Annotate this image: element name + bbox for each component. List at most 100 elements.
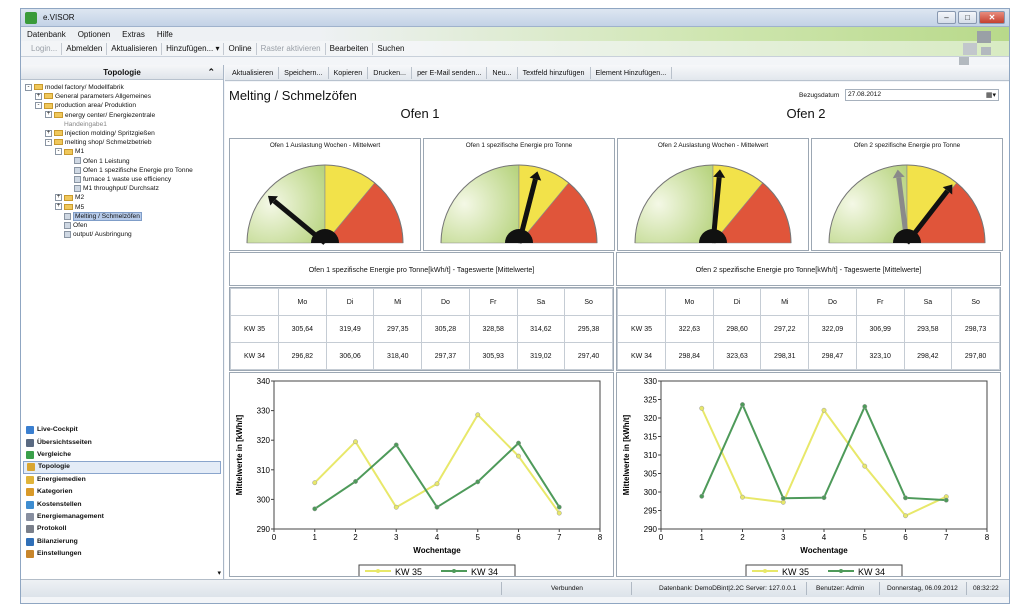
collapse-node-icon[interactable]: - xyxy=(25,83,32,91)
table2-panel: Mo Di Mi Do Fr Sa So KW 35 322,63 298,60 297,22 322… xyxy=(616,287,1001,371)
nav-item-kostenstellen[interactable]: Kostenstellen xyxy=(23,498,221,510)
toolbar-login-button[interactable]: Login... xyxy=(27,42,63,55)
scroll-down-icon[interactable]: ▾ xyxy=(217,570,221,577)
collapse-node-icon[interactable]: - xyxy=(35,102,42,110)
expand-icon[interactable]: + xyxy=(35,92,42,100)
expand-icon[interactable]: + xyxy=(55,203,62,211)
y-tick-label: 310 xyxy=(644,451,658,460)
x-tick-label: 6 xyxy=(516,533,521,542)
menu-datenbank[interactable]: Datenbank xyxy=(27,29,66,39)
nav-item-label: Bilanzierung xyxy=(37,537,78,545)
table-cell: 318,40 xyxy=(373,342,423,370)
toolbar-raster-aktivieren-button[interactable]: Raster aktivieren xyxy=(257,42,326,55)
toolbar-hinzuf-gen-button[interactable]: Hinzufügen... ▾ xyxy=(162,42,225,55)
tree-node[interactable]: - melting shop/ Schmelzbetrieb xyxy=(45,138,152,147)
data-point xyxy=(475,412,481,418)
y-tick-label: 305 xyxy=(644,470,658,479)
collapse-icon[interactable]: ⌃ xyxy=(207,67,215,77)
data-point xyxy=(862,404,868,409)
tree-node[interactable]: output/ Ausbringung xyxy=(55,230,132,239)
status-connection: Verbunden xyxy=(551,585,583,592)
tree-node[interactable]: Handeingabe1 xyxy=(55,120,107,129)
tree-node[interactable]: - production area/ Produktion xyxy=(35,101,136,110)
action-neu-button[interactable]: Neu... xyxy=(487,66,518,79)
gauge-title: Ofen 1 spezifische Energie pro Tonne xyxy=(465,142,573,149)
data-point xyxy=(780,499,786,505)
tree-node-label: furnace 1 waste use efficiency xyxy=(83,176,172,183)
tree-node[interactable]: - M1 xyxy=(55,147,84,156)
tree-node[interactable]: Ofen 1 spezifische Energie pro Tonne xyxy=(65,166,193,175)
expand-icon[interactable]: + xyxy=(55,194,62,202)
gauge-panel: Ofen 2 Auslastung Wochen - Mittelwert xyxy=(617,138,809,251)
table1-title-panel: Ofen 1 spezifische Energie pro Tonne[kWh… xyxy=(229,252,614,286)
data-point xyxy=(312,506,318,512)
menu-extras[interactable]: Extras xyxy=(122,29,145,39)
ref-date-input[interactable]: 27.08.2012 ▦▾ xyxy=(845,89,999,101)
table-cell: 297,40 xyxy=(564,342,613,370)
nav-item-vergleiche[interactable]: Vergleiche xyxy=(23,449,221,461)
tree-node[interactable]: + energy center/ Energiezentrale xyxy=(45,111,155,120)
y-tick-label: 315 xyxy=(644,433,658,442)
table-header-mo: Mo xyxy=(278,288,327,316)
folder-icon xyxy=(44,93,53,100)
toolbar-aktualisieren-button[interactable]: Aktualisieren xyxy=(107,42,163,55)
nav-item-label: Einstellungen xyxy=(37,550,82,558)
table-header-fr: Fr xyxy=(855,288,905,316)
nav-item-bersichtsseiten[interactable]: Übersichtsseiten xyxy=(23,436,221,448)
action-element-hinzuf-gen-button[interactable]: Element Hinzufügen... xyxy=(591,66,673,79)
x-tick-label: 5 xyxy=(863,533,868,542)
tree-node[interactable]: + General parameters Allgemeines xyxy=(35,92,151,101)
data-point xyxy=(780,495,786,501)
nav-item-bilanzierung[interactable]: Bilanzierung xyxy=(23,536,221,548)
action-kopieren-button[interactable]: Kopieren xyxy=(329,66,369,79)
status-user: Benutzer: Admin xyxy=(816,585,865,592)
table-cell: 298,73 xyxy=(951,315,1000,343)
action-speichern-button[interactable]: Speichern... xyxy=(279,66,329,79)
calendar-icon[interactable]: ▦▾ xyxy=(985,92,996,99)
minimize-button[interactable]: – xyxy=(937,11,956,24)
data-point xyxy=(821,407,827,413)
toolbar-suchen-button[interactable]: Suchen xyxy=(377,43,405,53)
nav-item-kategorien[interactable]: Kategorien xyxy=(23,486,221,498)
nav-item-protokoll[interactable]: Protokoll xyxy=(23,523,221,535)
tree-node[interactable]: furnace 1 waste use efficiency xyxy=(65,175,171,184)
nav-item-energiemanagement[interactable]: Energiemanagement xyxy=(23,511,221,523)
toolbar-bearbeiten-button[interactable]: Bearbeiten xyxy=(326,42,374,55)
nav-item-energiemedien[interactable]: Energiemedien xyxy=(23,474,221,486)
nav-item-topologie[interactable]: Topologie xyxy=(23,461,221,474)
tree-node[interactable]: - model factory/ Modellfabrik xyxy=(25,83,124,92)
tree-node[interactable]: Ofen 1 Leistung xyxy=(65,157,130,166)
action-drucken-button[interactable]: Drucken... xyxy=(368,66,413,79)
table-corner xyxy=(617,288,666,316)
tree-node[interactable]: M1 throughput/ Durchsatz xyxy=(65,184,159,193)
plot-area xyxy=(273,380,601,530)
line-chart-ofen1: 290 300 310 320 330 340 0 1 2 3 4 5 6 7 8 Wochentage Mit… xyxy=(235,377,603,578)
table2-title: Ofen 2 spezifische Energie pro Tonne[kWh… xyxy=(695,265,922,274)
table-cell: 296,82 xyxy=(278,342,327,370)
action-textfeld-hinzuf-gen-button[interactable]: Textfeld hinzufügen xyxy=(518,66,591,79)
tree-node[interactable]: + injection molding/ Spritzgießen xyxy=(45,129,155,138)
menu-hilfe[interactable]: Hilfe xyxy=(156,29,173,39)
tree-node[interactable]: Melting / Schmelzöfen xyxy=(55,211,142,221)
toolbar-abmelden-button[interactable]: Abmelden xyxy=(62,42,108,55)
app-window: e.VISOR – □ ✕ Datenbank Optionen Extras Hil… xyxy=(20,8,1010,604)
toolbar-online-button[interactable]: Online xyxy=(224,42,257,55)
table-cell: 297,22 xyxy=(760,315,810,343)
tree-node[interactable]: + M5 xyxy=(55,203,84,212)
nav-item-einstellungen[interactable]: Einstellungen xyxy=(23,548,221,560)
action-per-e-mail-senden-button[interactable]: per E-Mail senden... xyxy=(412,66,488,79)
expand-icon[interactable]: + xyxy=(45,129,52,137)
maximize-button[interactable]: □ xyxy=(958,11,977,24)
left-panel-header: Topologie ⌃ xyxy=(21,65,223,80)
nav-item-label: Protokoll xyxy=(37,525,67,533)
menu-optionen[interactable]: Optionen xyxy=(77,29,111,39)
close-button[interactable]: ✕ xyxy=(979,11,1005,24)
nav-item-live-cockpit[interactable]: Live-Cockpit xyxy=(23,424,221,436)
collapse-node-icon[interactable]: - xyxy=(45,138,52,146)
tree-node[interactable]: + M2 xyxy=(55,193,84,202)
collapse-node-icon[interactable]: - xyxy=(55,148,62,156)
action-aktualisieren-button[interactable]: Aktualisieren xyxy=(227,66,280,79)
tree-node[interactable]: Ofen xyxy=(55,221,87,230)
expand-icon[interactable]: + xyxy=(45,111,52,119)
legend-label: KW 35 xyxy=(782,567,809,576)
